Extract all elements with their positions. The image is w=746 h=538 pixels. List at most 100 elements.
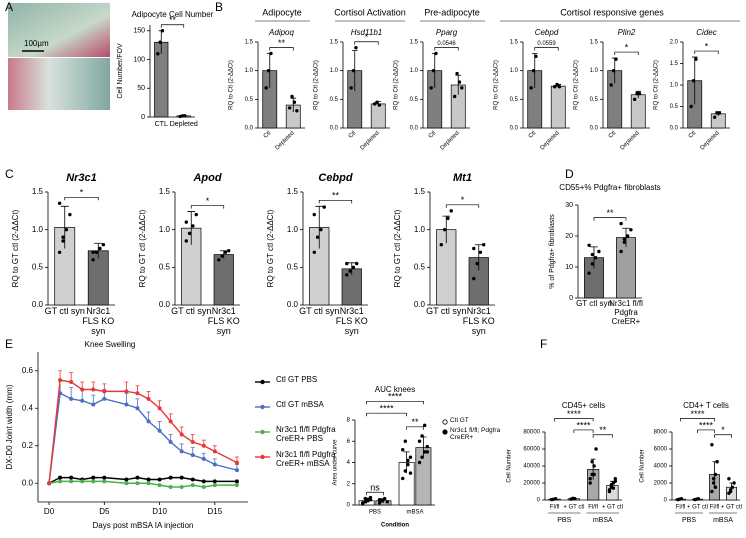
data-point xyxy=(266,68,271,73)
y-tick-label: 1.5 xyxy=(414,187,426,196)
y-tick-label: 1.5 xyxy=(410,40,419,46)
error-bar xyxy=(315,205,324,249)
data-point xyxy=(287,106,292,110)
data-point xyxy=(713,485,718,489)
error-bar xyxy=(187,211,196,245)
histology-image xyxy=(8,58,110,110)
group-label: mBSA xyxy=(713,517,733,524)
x-tick-label-box: Nr3c1 FLS KO syn xyxy=(82,307,114,336)
bar xyxy=(550,85,566,129)
x-tick-label: Ctl xyxy=(263,130,272,139)
legend-marker xyxy=(442,419,448,425)
legend-label-box: Nr3c1 fl/fl Pdgfra CreER+ PBS xyxy=(276,426,336,443)
data-point xyxy=(587,243,591,247)
data-point xyxy=(201,479,206,484)
data-point xyxy=(212,479,217,484)
data-point xyxy=(710,489,714,494)
data-point xyxy=(91,250,95,254)
data-point xyxy=(102,396,107,401)
data-point xyxy=(408,471,413,475)
data-point xyxy=(475,261,479,266)
chart-title: Adipocyte Cell Number xyxy=(132,10,214,19)
y-tick-label: 1.0 xyxy=(510,68,519,74)
data-point xyxy=(425,450,429,454)
data-point xyxy=(361,501,365,505)
data-point xyxy=(592,464,596,468)
chart-title: CD45+ cells xyxy=(562,401,605,410)
significance-label: **** xyxy=(699,420,714,430)
data-point xyxy=(158,40,162,44)
x-tick-label-box: Nr3c1 FLS KO syn xyxy=(335,307,368,336)
data-point xyxy=(377,103,382,107)
y-tick-label: 0.6 xyxy=(22,366,34,375)
y-tick-label: 1.0 xyxy=(159,225,171,234)
data-point xyxy=(587,271,591,275)
y-tick-label: 6000 xyxy=(654,447,668,453)
data-point xyxy=(212,483,217,488)
bar xyxy=(87,250,109,306)
x-tick-label: mBSA xyxy=(406,510,423,516)
x-tick-label: Depleted xyxy=(275,130,296,151)
y-tick-label: 1.5 xyxy=(330,40,339,46)
data-point xyxy=(68,212,72,217)
y-tick-label: 0.0 xyxy=(287,300,299,309)
chart-title: Cidec xyxy=(696,28,716,37)
chart-title: CD4+ T cells xyxy=(683,401,729,410)
significance-bracket xyxy=(694,50,719,55)
significance-label: * xyxy=(206,196,210,206)
data-point xyxy=(555,82,559,87)
y-tick-label: 0.0 xyxy=(330,126,339,132)
data-point xyxy=(679,497,684,501)
group-label: PBS xyxy=(682,517,696,524)
data-point xyxy=(425,444,429,449)
y-tick-label: 4000 xyxy=(654,464,668,470)
data-point xyxy=(190,477,195,482)
data-point xyxy=(632,97,637,102)
y-tick-label: 30 xyxy=(565,202,573,209)
y-tick-label: 0 xyxy=(664,498,668,504)
data-point xyxy=(349,86,353,90)
significance-label: ** xyxy=(599,425,607,435)
series-line xyxy=(48,379,238,484)
y-tick-label: 1.0 xyxy=(670,83,679,89)
x-tick-label: Depleted xyxy=(620,130,641,151)
data-point xyxy=(401,476,405,481)
data-point xyxy=(168,485,173,489)
y-tick-label: 2000 xyxy=(654,481,668,487)
y-tick-label: 80000 xyxy=(523,430,540,436)
x-tick-label: + GT ctl xyxy=(721,505,742,511)
y-tick-label: 1.5 xyxy=(590,40,599,46)
data-point xyxy=(622,240,627,244)
chart-title: Adipoq xyxy=(268,28,294,37)
data-point xyxy=(619,221,623,226)
y-tick-label: 0.0 xyxy=(22,478,34,487)
data-point xyxy=(711,481,716,485)
x-tick-label: D5 xyxy=(99,507,110,516)
x-tick-label: Nr3c1 FLS KO syn xyxy=(335,307,368,336)
y-axis-label: RQ to Ctl (2-ΔΔCt) xyxy=(394,60,400,110)
x-tick-label-box: Nr3c1 fl/fl Pdgfra CreER+ xyxy=(609,300,643,326)
legend-marker xyxy=(442,429,448,435)
data-point xyxy=(157,406,162,411)
significance-label: * xyxy=(461,195,465,205)
data-point xyxy=(102,389,107,394)
data-point xyxy=(597,249,601,254)
x-tick-label: Ctl xyxy=(528,130,537,139)
legend-label: Ctl GT xyxy=(450,417,469,424)
y-tick-label: 0.0 xyxy=(510,126,519,132)
data-point xyxy=(295,109,299,113)
data-point xyxy=(146,477,151,482)
y-tick-label: 1.0 xyxy=(330,68,339,74)
y-tick-label: 0.0 xyxy=(410,126,419,132)
group-label: mBSA xyxy=(593,517,613,524)
data-point xyxy=(69,380,74,384)
scale-label: 100µm xyxy=(24,39,49,48)
data-point xyxy=(434,51,438,56)
data-point xyxy=(179,475,184,480)
data-point xyxy=(472,276,476,281)
data-point xyxy=(201,456,206,461)
data-point xyxy=(613,479,618,483)
data-point xyxy=(345,273,349,277)
data-point xyxy=(363,496,368,501)
data-point xyxy=(417,439,422,443)
